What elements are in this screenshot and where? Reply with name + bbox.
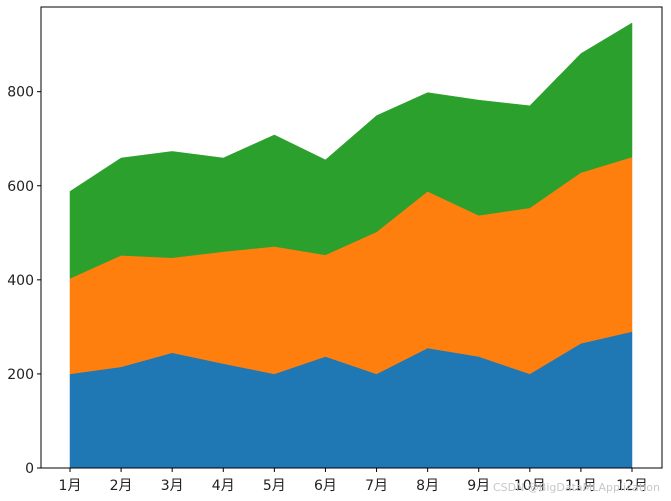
y-tick-label-400: 400 — [7, 273, 34, 289]
x-tick-label-9: 9月 — [467, 478, 490, 494]
watermark-text: CSDN @BigDataMLApplication — [493, 481, 660, 494]
x-tick-label-7: 7月 — [365, 478, 388, 494]
y-tick-label-600: 600 — [7, 179, 34, 195]
axes-group — [40, 6, 663, 469]
ticks-group: 0 200 400 600 800 1月 2月 3月 4月 5月 6月 7月 8月 9月 10月 11月 12月 — [7, 85, 648, 494]
x-tick-label-8: 8月 — [416, 478, 439, 494]
x-tick-label-11: 11月 — [565, 478, 597, 494]
x-tick-label-4: 4月 — [212, 478, 235, 494]
x-tick-label-10: 10月 — [514, 478, 546, 494]
x-tick-label-3: 3月 — [161, 478, 184, 494]
plot-frame — [40, 6, 663, 469]
y-tick-label-800: 800 — [7, 85, 34, 101]
area-series-group — [69, 22, 633, 469]
area-series-3 — [69, 22, 633, 279]
x-tick-label-2: 2月 — [110, 478, 133, 494]
x-tick-label-1: 1月 — [59, 478, 82, 494]
x-tick-label-12: 12月 — [616, 478, 648, 494]
y-tick-label-200: 200 — [7, 367, 34, 383]
y-tick-label-0: 0 — [25, 461, 34, 477]
x-tick-label-6: 6月 — [314, 478, 337, 494]
x-tick-label-5: 5月 — [263, 478, 286, 494]
